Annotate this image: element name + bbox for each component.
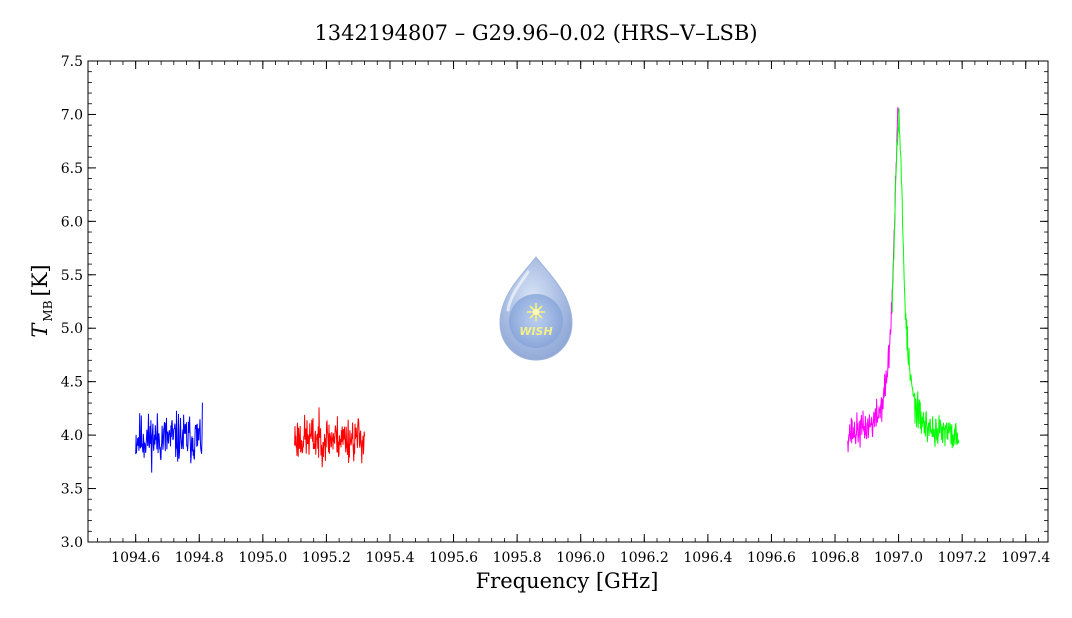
x-tick-label: 1095.2: [302, 550, 351, 566]
spectrum-series-2: [294, 407, 366, 468]
ticks-layer: 1094.6 1094.8 1095.0 1095.2 1095.4 1095.6 1095…: [61, 54, 1051, 566]
x-tick-label: 1094.8: [175, 550, 224, 566]
chart-title: 1342194807 – G29.96–0.02 (HRS–V–LSB): [314, 21, 757, 45]
y-axis-label: TMB [K]: [28, 264, 55, 337]
y-axis-label-subscript: MB: [41, 300, 55, 321]
y-tick-label: 5.5: [61, 268, 83, 284]
y-tick-label: 7.0: [61, 107, 83, 123]
y-tick-label: 3.5: [61, 482, 83, 498]
x-tick-label: 1096.6: [747, 550, 796, 566]
x-tick-label: 1096.4: [683, 550, 732, 566]
y-tick-label: 3.0: [61, 535, 83, 551]
y-tick-label: 4.5: [61, 375, 83, 391]
x-tick-label: 1095.6: [429, 550, 478, 566]
y-axis-label-unit: [K]: [28, 264, 52, 296]
y-tick-label: 5.0: [61, 321, 83, 337]
x-tick-label: 1094.6: [111, 550, 160, 566]
y-axis-label-symbol: T: [28, 322, 52, 338]
spectrum-series-1: [135, 402, 203, 473]
y-tick-label: 6.0: [61, 214, 83, 230]
series-layer: [135, 107, 960, 473]
y-tick-label: 7.5: [61, 54, 83, 70]
spectrum-series-4: [891, 108, 960, 449]
star-core-icon: [533, 309, 539, 315]
spectrum-series-3: [847, 107, 900, 453]
x-tick-label: 1097.2: [938, 550, 987, 566]
x-tick-label: 1096.0: [556, 550, 605, 566]
wish-logo-text: WISH: [519, 325, 552, 338]
x-tick-label: 1097.4: [1001, 550, 1050, 566]
x-tick-label: 1096.2: [620, 550, 669, 566]
y-tick-label: 4.0: [61, 428, 83, 444]
x-tick-label: 1097.0: [874, 550, 923, 566]
wish-logo: WISH: [499, 256, 573, 361]
drop-highlight-icon: [506, 270, 530, 312]
x-tick-label: 1095.0: [238, 550, 287, 566]
x-axis-label: Frequency [GHz]: [476, 569, 659, 593]
y-tick-label: 6.5: [61, 161, 83, 177]
x-tick-label: 1095.8: [493, 550, 542, 566]
x-tick-label: 1095.4: [365, 550, 414, 566]
x-tick-label: 1096.8: [811, 550, 860, 566]
